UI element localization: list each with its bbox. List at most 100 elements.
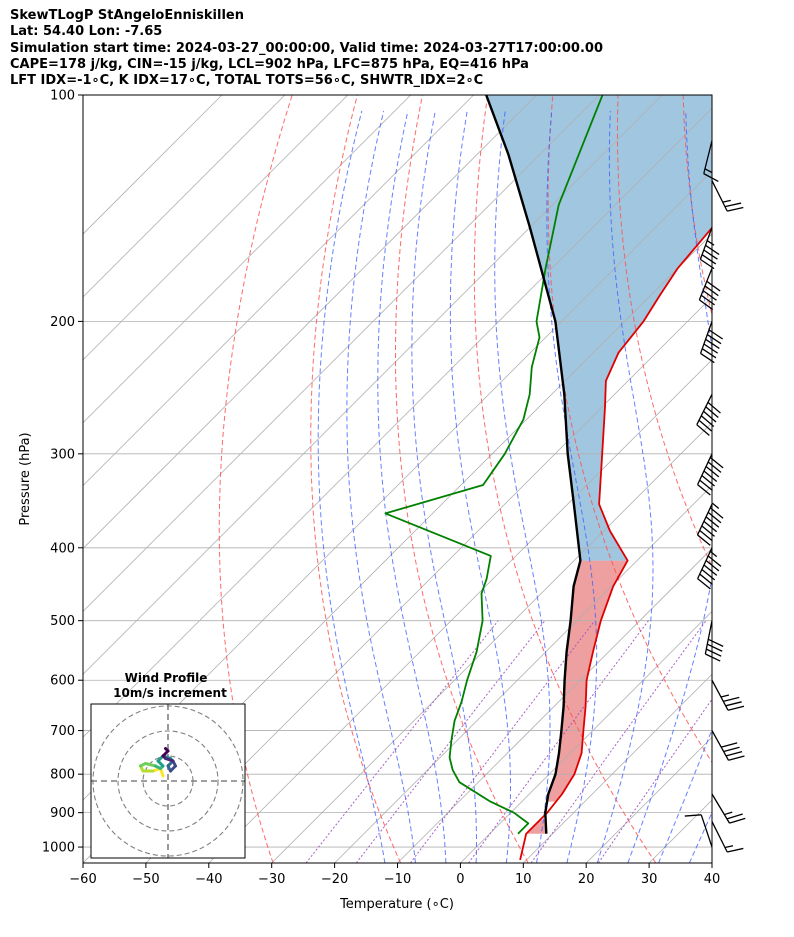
wind-barb [711, 679, 745, 711]
x-tick-label: 10 [515, 872, 532, 887]
y-tick-label: 100 [50, 89, 75, 104]
x-tick-label: −50 [132, 872, 159, 887]
isotherm-gridline [523, 673, 712, 863]
x-tick-label: −10 [384, 872, 411, 887]
moist-adiabat [494, 110, 551, 863]
hodograph-ring [117, 730, 219, 832]
wind-barb [711, 180, 744, 212]
plot-area [83, 95, 794, 863]
cape-shading [547, 560, 628, 802]
title-line-5: LFT IDX=-1∘C, K IDX=17∘C, TOTAL TOTS=56∘… [10, 73, 484, 89]
isotherm-gridline [397, 547, 712, 863]
title-line-2: Lat: 54.40 Lon: -7.65 [10, 24, 163, 40]
cin-shading [526, 819, 547, 834]
y-tick-label: 800 [50, 768, 75, 783]
isotherm-gridline [334, 485, 712, 863]
isotherm-gridline [711, 862, 712, 863]
dry-adiabat [310, 95, 402, 863]
moist-adiabat [377, 110, 447, 863]
x-axis-title: Temperature (∘C) [339, 897, 454, 912]
isotherm-gridline [83, 95, 663, 675]
wind-barb [704, 620, 724, 662]
isotherm-gridline [83, 95, 600, 612]
mixing-ratio-line [355, 620, 546, 863]
moist-adiabat [449, 110, 511, 863]
mixing-ratio-line [530, 620, 707, 863]
hodograph-segment [144, 762, 157, 768]
hodograph-inset [91, 704, 245, 858]
wind-barb [698, 268, 721, 311]
wind-barb [684, 814, 713, 848]
temperature-line [519, 226, 712, 861]
isotherm-gridline [83, 95, 537, 550]
dewpoint-line [384, 95, 604, 835]
isotherm-gridline [83, 107, 712, 738]
moist-adiabat [658, 728, 712, 863]
dry-adiabat [682, 95, 712, 317]
wind-barb [696, 453, 724, 496]
x-tick-label: −40 [195, 872, 222, 887]
isotherm-gridline [271, 422, 712, 863]
moist-adiabat [546, 110, 598, 863]
dry-adiabat [748, 95, 794, 863]
mixing-ratio-line [305, 620, 499, 863]
isotherm-gridline [83, 95, 474, 487]
x-tick-label: −30 [258, 872, 285, 887]
isotherm-gridline [460, 610, 712, 863]
hodograph-segment [164, 747, 170, 753]
x-tick-label: 20 [578, 872, 595, 887]
moist-adiabat [317, 110, 386, 863]
moist-adiabat [596, 110, 654, 863]
isotherm-gridline [145, 296, 712, 863]
axes: −60 −50 −40 −30 −20 −10 0 10 20 30 40 100 200 300 400 5… [42, 89, 720, 888]
wind-barb [711, 793, 746, 824]
y-tick-label: 900 [50, 806, 75, 821]
x-tick-label: 30 [641, 872, 658, 887]
mixing-ratio-line [597, 698, 712, 863]
y-tick-label: 300 [50, 447, 75, 462]
isotherm-gridline [83, 95, 286, 298]
x-tick-label: −20 [321, 872, 348, 887]
wind-barb [696, 393, 721, 436]
y-tick-label: 500 [50, 614, 75, 629]
isotherm-gridline [83, 95, 223, 235]
dry-adiabat [547, 95, 712, 764]
dry-adiabat [473, 95, 657, 863]
wind-barb [699, 321, 724, 364]
moist-adiabat [627, 110, 712, 863]
isotherm-gridline [775, 95, 794, 863]
isotherm-gridline [208, 359, 712, 863]
y-tick-label: 700 [50, 724, 75, 739]
dry-adiabat [395, 95, 529, 863]
isotherm-gridline [83, 95, 411, 424]
y-axis-title: Pressure (hPa) [18, 432, 33, 525]
x-tick-label: 0 [456, 872, 464, 887]
wind-barb [699, 227, 720, 270]
y-tick-label: 400 [50, 541, 75, 556]
parcel-line [485, 95, 582, 834]
title-line-3: Simulation start time: 2024-03-27_00:00:… [10, 40, 603, 56]
wind-barb [703, 140, 719, 182]
mixing-ratio-line [409, 620, 596, 863]
chart-title: SkewTLogP StAngeloEnniskillen Lat: 54.40… [10, 8, 780, 89]
y-tick-label: 1000 [42, 841, 75, 856]
wind-barbs [684, 140, 746, 853]
title-line-4: CAPE=178 j/kg, CIN=-15 j/kg, LCL=902 hPa… [10, 56, 529, 72]
x-tick-label: −60 [69, 872, 96, 887]
y-tick-label: 200 [50, 315, 75, 330]
wind-barb [711, 730, 745, 761]
dry-adiabat [616, 95, 712, 568]
moist-adiabat [346, 110, 416, 863]
y-tick-label: 600 [50, 674, 75, 689]
mixing-ratio-line [468, 620, 649, 863]
inset-frame [90, 703, 246, 859]
x-tick-label: 40 [704, 872, 721, 887]
wind-barb [711, 821, 744, 853]
wind-barb [697, 547, 722, 590]
title-line-1: SkewTLogP StAngeloEnniskillen [10, 8, 244, 23]
wind-barb [696, 502, 724, 546]
inset-title: Wind Profile [125, 671, 208, 685]
moist-adiabat [411, 110, 477, 863]
inset-subtitle: 10m/s increment [113, 686, 227, 700]
